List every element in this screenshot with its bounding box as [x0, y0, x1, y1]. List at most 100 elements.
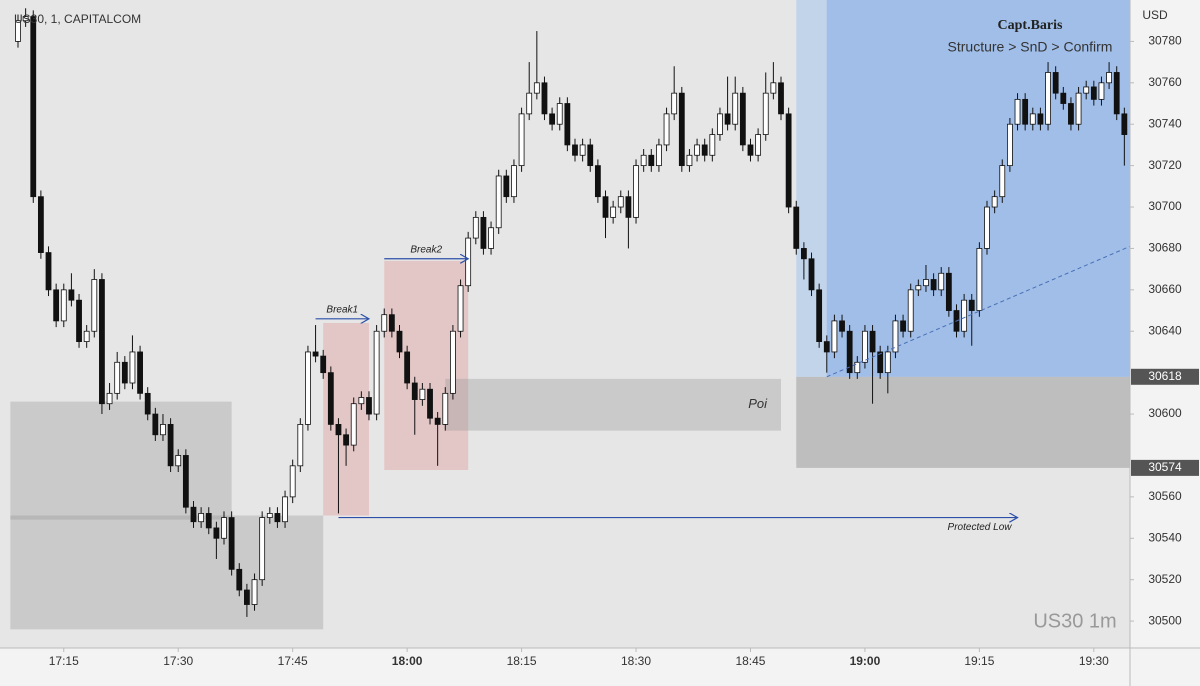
- candle-body: [1068, 103, 1074, 125]
- candle-body: [1037, 113, 1044, 125]
- candle-body: [984, 206, 990, 249]
- candle-body: [1045, 72, 1051, 125]
- candle-body: [236, 568, 243, 591]
- candle-body: [22, 16, 29, 22]
- annotations: Break1 Break2 Protected Low: [315, 244, 1131, 533]
- candle-body: [511, 165, 517, 198]
- candle-body: [564, 103, 571, 146]
- candle-body: [648, 154, 655, 167]
- candle-body: [602, 196, 609, 218]
- candle-body: [1060, 92, 1067, 104]
- candle-body: [594, 165, 601, 198]
- candle-body: [343, 434, 349, 446]
- candle-body: [129, 351, 136, 384]
- candle-body: [221, 517, 227, 539]
- y-tick-label: 30520: [1148, 572, 1182, 586]
- candle-body: [137, 351, 143, 394]
- symbol: US30, 1, CAPITALCOM: [14, 12, 141, 26]
- candle-body: [976, 248, 983, 311]
- y-tick-label: 30560: [1148, 489, 1182, 503]
- candle-body: [938, 272, 945, 291]
- candle-body: [1083, 86, 1090, 94]
- candle-body: [930, 279, 937, 291]
- candle-body: [892, 320, 899, 353]
- x-tick-label: 18:15: [507, 654, 537, 668]
- candle-body: [388, 314, 395, 332]
- candle-body: [495, 175, 502, 229]
- price-label: 30618: [1148, 369, 1182, 383]
- candle-body: [106, 392, 113, 405]
- candle-body: [327, 372, 334, 425]
- candle-body: [831, 320, 838, 353]
- candle-body: [396, 330, 403, 353]
- candle-body: [53, 289, 60, 322]
- candle-body: [68, 289, 75, 301]
- candle-body: [587, 144, 594, 167]
- candle-body: [1052, 72, 1059, 94]
- candle-body: [243, 589, 250, 605]
- candle-body: [739, 92, 746, 146]
- candle-body: [968, 299, 975, 311]
- candle-body: [45, 252, 52, 291]
- candle-body: [312, 351, 319, 357]
- candle-body: [808, 258, 815, 291]
- candle-body: [785, 113, 792, 208]
- candle-body: [549, 113, 555, 125]
- zone-label: Poi: [748, 396, 768, 411]
- candle-body: [480, 216, 487, 249]
- x-tick-label: 18:00: [392, 654, 423, 668]
- candle-body: [404, 351, 411, 384]
- candle-body: [999, 165, 1006, 198]
- candle-body: [518, 113, 525, 167]
- candle-body: [419, 388, 426, 400]
- candle-body: [793, 206, 800, 249]
- y-tick-label: 30600: [1148, 406, 1182, 420]
- y-tick-label: 30780: [1148, 34, 1182, 48]
- candle-body: [907, 289, 914, 332]
- candle-body: [282, 496, 288, 523]
- x-tick-label: 17:30: [163, 654, 193, 668]
- subtitle: Structure > SnD > Confirm: [948, 39, 1113, 55]
- candle-body: [533, 82, 540, 94]
- candle-body: [770, 82, 777, 94]
- candle-body: [411, 382, 418, 400]
- candle-body: [457, 285, 464, 332]
- author: Capt.Baris: [998, 18, 1064, 33]
- candle-body: [442, 392, 449, 425]
- candle-body: [900, 320, 906, 332]
- candle-body: [701, 144, 708, 156]
- candle-body: [152, 413, 159, 436]
- candle-body: [297, 424, 304, 467]
- candle-body: [724, 113, 731, 125]
- candle-body: [556, 103, 563, 125]
- candle-body: [846, 330, 853, 374]
- candle-body: [640, 154, 647, 167]
- candle-body: [1022, 98, 1029, 125]
- y-tick-label: 30760: [1148, 75, 1182, 89]
- candle-body: [358, 397, 365, 405]
- candle-body: [450, 330, 456, 394]
- candle-body: [1090, 86, 1097, 100]
- candle-body: [1098, 82, 1105, 100]
- candle-body: [205, 513, 212, 529]
- candle-body: [488, 227, 494, 249]
- candle-body: [1014, 98, 1021, 125]
- candle-body: [259, 517, 266, 581]
- candle-body: [160, 424, 166, 436]
- currency: USD: [1142, 8, 1168, 22]
- candle-body: [663, 113, 670, 146]
- candle-body: [862, 330, 868, 363]
- candle-body: [350, 403, 357, 446]
- y-tick-label: 30660: [1148, 282, 1182, 296]
- candle-body: [778, 82, 784, 115]
- candle-body: [915, 285, 922, 291]
- trendline: [826, 245, 1131, 378]
- y-tick-label: 30500: [1148, 613, 1182, 627]
- candle-body: [472, 216, 479, 239]
- candle-body: [678, 92, 685, 167]
- candle-body: [289, 465, 296, 498]
- axes: 30500 30520 30540 30560 30600 30640 30660 30680…: [49, 34, 1199, 668]
- candle-body: [175, 455, 182, 467]
- candle-body: [213, 527, 220, 539]
- candle-body: [114, 361, 121, 394]
